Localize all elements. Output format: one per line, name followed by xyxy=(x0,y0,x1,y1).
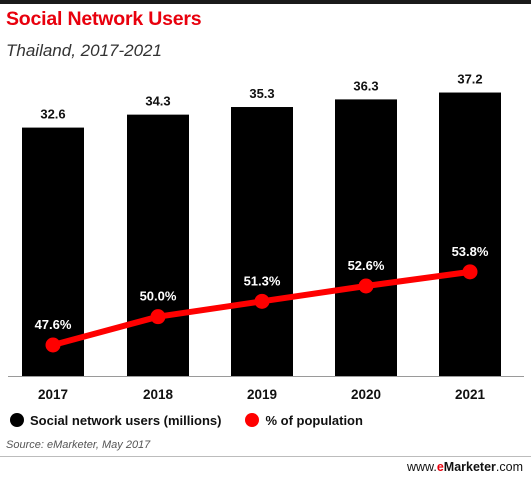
population-label-2020: 52.6% xyxy=(348,258,385,273)
legend-label-population: % of population xyxy=(265,412,363,428)
bar-2018 xyxy=(127,114,189,376)
legend-swatch-population xyxy=(245,413,260,427)
population-label-2019: 51.3% xyxy=(244,273,281,288)
bar-label-2021: 37.2 xyxy=(457,72,482,87)
chart-subtitle: Thailand, 2017-2021 xyxy=(6,41,162,60)
brand-suffix: .com xyxy=(495,460,523,474)
x-tick-label-2018: 2018 xyxy=(143,387,174,402)
population-point-2017 xyxy=(45,337,61,353)
bar-2021 xyxy=(439,92,501,376)
chart-title: Social Network Users xyxy=(6,8,202,30)
bar-label-2020: 36.3 xyxy=(353,78,378,93)
chart-area: 32.6 34.3 35.3 36.3 37.2 2017 2018 2019 2020 2021… xyxy=(8,72,524,402)
population-point-2020 xyxy=(358,278,374,294)
bar-2019 xyxy=(231,107,293,376)
population-label-2018: 50.0% xyxy=(140,289,177,304)
bar-2017 xyxy=(22,127,84,376)
x-tick-label-2021: 2021 xyxy=(455,387,486,402)
population-label-2021: 53.8% xyxy=(452,244,489,259)
bar-label-2019: 35.3 xyxy=(249,86,274,101)
bar-2020 xyxy=(335,99,397,377)
top-rule xyxy=(0,0,531,4)
brand-e: e xyxy=(436,460,444,474)
brand-name: Marketer xyxy=(443,460,496,474)
x-tick-label-2019: 2019 xyxy=(247,387,277,402)
bar-label-2018: 34.3 xyxy=(145,94,170,109)
bar-label-2017: 32.6 xyxy=(40,107,65,122)
x-tick-label-2020: 2020 xyxy=(351,387,381,402)
source-note: Source: eMarketer, May 2017 xyxy=(6,439,151,451)
brand-prefix: www. xyxy=(406,460,437,474)
x-tick-label-2017: 2017 xyxy=(38,387,68,402)
legend: Social network users (millions) % of pop… xyxy=(10,409,387,431)
population-point-2019 xyxy=(254,293,270,309)
population-point-2021 xyxy=(462,264,478,280)
brand-logo: www.eMarketer.com xyxy=(407,460,523,474)
legend-swatch-users xyxy=(10,413,24,427)
legend-item-users: Social network users (millions) xyxy=(10,413,221,428)
bottom-rule xyxy=(0,456,531,457)
legend-label-users: Social network users (millions) xyxy=(30,412,222,428)
legend-item-population: % of population xyxy=(245,412,363,428)
population-point-2018 xyxy=(150,309,166,325)
population-label-2017: 47.6% xyxy=(35,317,72,332)
